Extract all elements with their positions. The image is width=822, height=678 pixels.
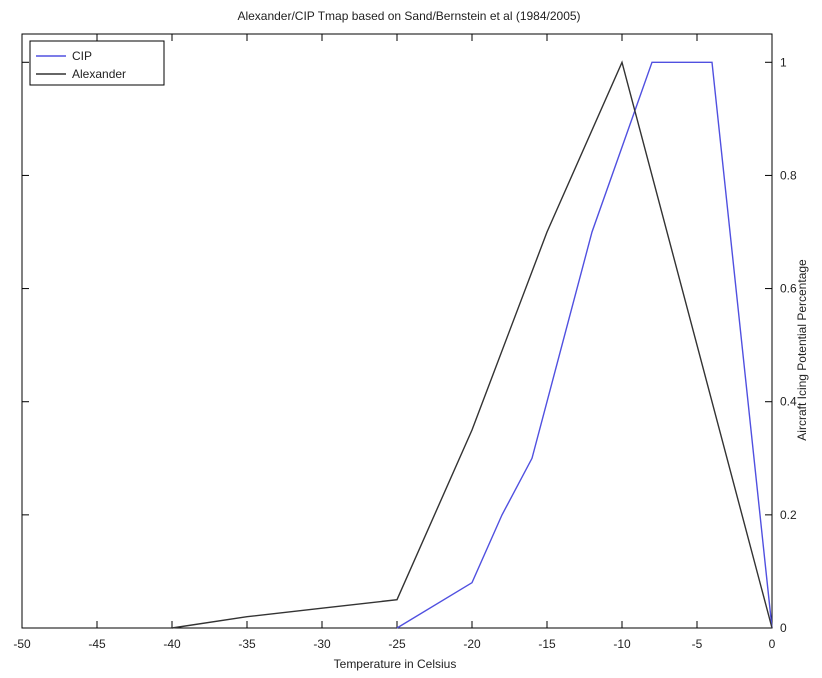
y-tick-label: 1	[780, 55, 787, 69]
y-axis-ticks: 0 0.2 0.4 0.6 0.8 1	[22, 55, 797, 635]
x-tick-label: -15	[538, 637, 556, 651]
x-tick-label: -20	[463, 637, 481, 651]
x-tick-label: -45	[88, 637, 106, 651]
y-axis-label: Aircraft Icing Potential Percentage	[795, 259, 809, 441]
x-tick-label: -40	[163, 637, 181, 651]
y-tick-label: 0.6	[780, 282, 797, 296]
legend: CIP Alexander	[29, 40, 165, 86]
y-tick-label: 0.2	[780, 508, 797, 522]
x-axis-ticks: -50 -45 -40 -35 -30 -25 -20 -15 -10 -5 0	[13, 34, 776, 651]
x-tick-label: -30	[313, 637, 331, 651]
x-tick-label: 0	[769, 637, 776, 651]
series-line-cip	[396, 61, 773, 629]
legend-box	[29, 40, 165, 86]
y-tick-label: 0.8	[780, 168, 797, 182]
series-layer	[171, 60, 773, 629]
x-tick-label: -25	[388, 637, 406, 651]
x-tick-label: -50	[13, 637, 31, 651]
y-tick-label: 0	[780, 621, 787, 635]
chart-title: Alexander/CIP Tmap based on Sand/Bernste…	[237, 9, 580, 23]
legend-label-alexander: Alexander	[72, 67, 126, 81]
y-tick-label: 0.4	[780, 395, 797, 409]
x-tick-label: -35	[238, 637, 256, 651]
x-axis-label: Temperature in Celsius	[334, 657, 457, 671]
x-tick-label: -10	[613, 637, 631, 651]
x-tick-label: -5	[692, 637, 703, 651]
legend-label-cip: CIP	[72, 49, 92, 63]
series-line-alexander	[171, 60, 773, 629]
